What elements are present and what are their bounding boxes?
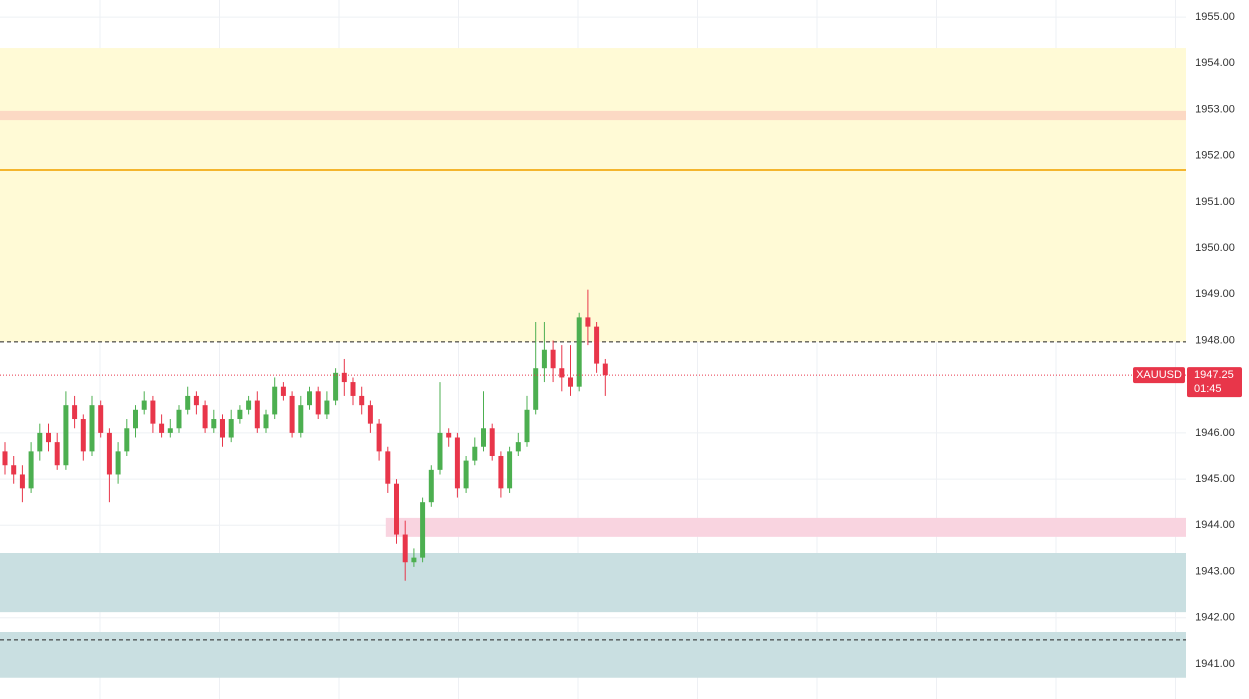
candle-body — [420, 502, 426, 558]
candle-body — [446, 432, 452, 438]
symbol-tag — [1133, 367, 1185, 384]
candle-body — [246, 400, 252, 410]
candle-body — [472, 446, 478, 461]
y-tick-label: 1942.00 — [1195, 612, 1235, 624]
y-tick-label: 1948.00 — [1195, 334, 1235, 346]
candle-body — [394, 483, 399, 535]
zone — [0, 110, 1186, 121]
candle-body — [72, 405, 78, 420]
candle-body — [115, 451, 121, 475]
candle-body — [568, 377, 573, 387]
zone — [0, 48, 1186, 342]
candle-body — [454, 437, 460, 489]
candle-body — [254, 400, 260, 429]
candle-body — [63, 405, 69, 466]
candle-body — [524, 409, 530, 443]
candle-body — [550, 349, 556, 369]
candle-body — [185, 395, 191, 410]
candle-body — [324, 400, 330, 415]
y-tick-label: 1945.00 — [1195, 473, 1235, 485]
candle-body — [211, 419, 217, 429]
candle-body — [585, 317, 591, 327]
candle-body — [498, 455, 504, 489]
candle-body — [263, 414, 269, 429]
candle-body — [124, 428, 130, 452]
candle-body — [237, 409, 243, 420]
y-tick-label: 1941.00 — [1195, 658, 1235, 670]
candle-body — [367, 405, 373, 424]
candle-body — [507, 451, 513, 489]
candle-body — [220, 419, 225, 438]
candle-body — [133, 409, 138, 429]
y-tick-label: 1944.00 — [1195, 519, 1235, 531]
candle-body — [80, 419, 86, 452]
candle-body — [193, 395, 199, 406]
candle-body — [376, 423, 382, 452]
candle-body — [298, 405, 304, 433]
candle-body — [54, 442, 60, 466]
candle-body — [89, 405, 95, 452]
candle-body — [515, 442, 521, 452]
price-tag — [1187, 367, 1242, 398]
candle-body — [489, 428, 495, 456]
candle-body — [411, 557, 417, 563]
y-tick-label: 1953.00 — [1195, 103, 1235, 115]
candle-body — [150, 400, 156, 424]
candle-body — [402, 534, 408, 563]
candle-body — [594, 326, 600, 364]
y-tick-label: 1955.00 — [1195, 11, 1235, 23]
zone — [385, 517, 1186, 537]
candle-body — [167, 428, 173, 433]
candle-body — [272, 386, 278, 415]
candle-body — [533, 368, 539, 410]
candle-body — [576, 317, 582, 387]
y-tick-label: 1946.00 — [1195, 427, 1235, 439]
candle-body — [11, 465, 17, 475]
candle-body — [463, 460, 469, 489]
zone — [0, 553, 1186, 613]
candle-body — [289, 395, 295, 433]
y-tick-label: 1951.00 — [1195, 196, 1235, 208]
candle-body — [359, 395, 365, 406]
candle-body — [428, 469, 434, 503]
candle-body — [141, 400, 147, 410]
candle-body — [46, 432, 51, 443]
candle-body — [559, 368, 565, 378]
symbol-label: XAUUSD — [1136, 369, 1182, 381]
candle-body — [350, 382, 356, 396]
candle-body — [333, 372, 339, 401]
candle-body — [159, 423, 165, 433]
candle-body — [481, 428, 486, 447]
candle-body — [602, 363, 608, 376]
countdown-label: 01:45 — [1194, 383, 1222, 395]
candle-body — [176, 409, 182, 429]
y-tick-label: 1950.00 — [1195, 242, 1235, 254]
candle-body — [106, 432, 112, 475]
candle-body — [437, 432, 443, 470]
candle-body — [307, 391, 312, 406]
y-tick-label: 1943.00 — [1195, 565, 1235, 577]
y-tick-label: 1954.00 — [1195, 57, 1235, 69]
candle-body — [315, 391, 321, 415]
candle-body — [202, 405, 208, 429]
candle-body — [541, 349, 547, 369]
zone — [0, 632, 1186, 678]
candle-body — [341, 372, 347, 383]
candle-body — [28, 451, 34, 489]
y-tick-label: 1949.00 — [1195, 288, 1235, 300]
candle-body — [280, 386, 286, 396]
y-tick-label: 1952.00 — [1195, 150, 1235, 162]
candle-body — [37, 432, 43, 452]
candle-body — [2, 451, 8, 466]
candle-body — [228, 419, 234, 438]
candle-body — [385, 451, 391, 484]
candle-body — [98, 405, 104, 433]
candle-body — [19, 474, 25, 489]
price-label: 1947.25 — [1194, 369, 1234, 381]
